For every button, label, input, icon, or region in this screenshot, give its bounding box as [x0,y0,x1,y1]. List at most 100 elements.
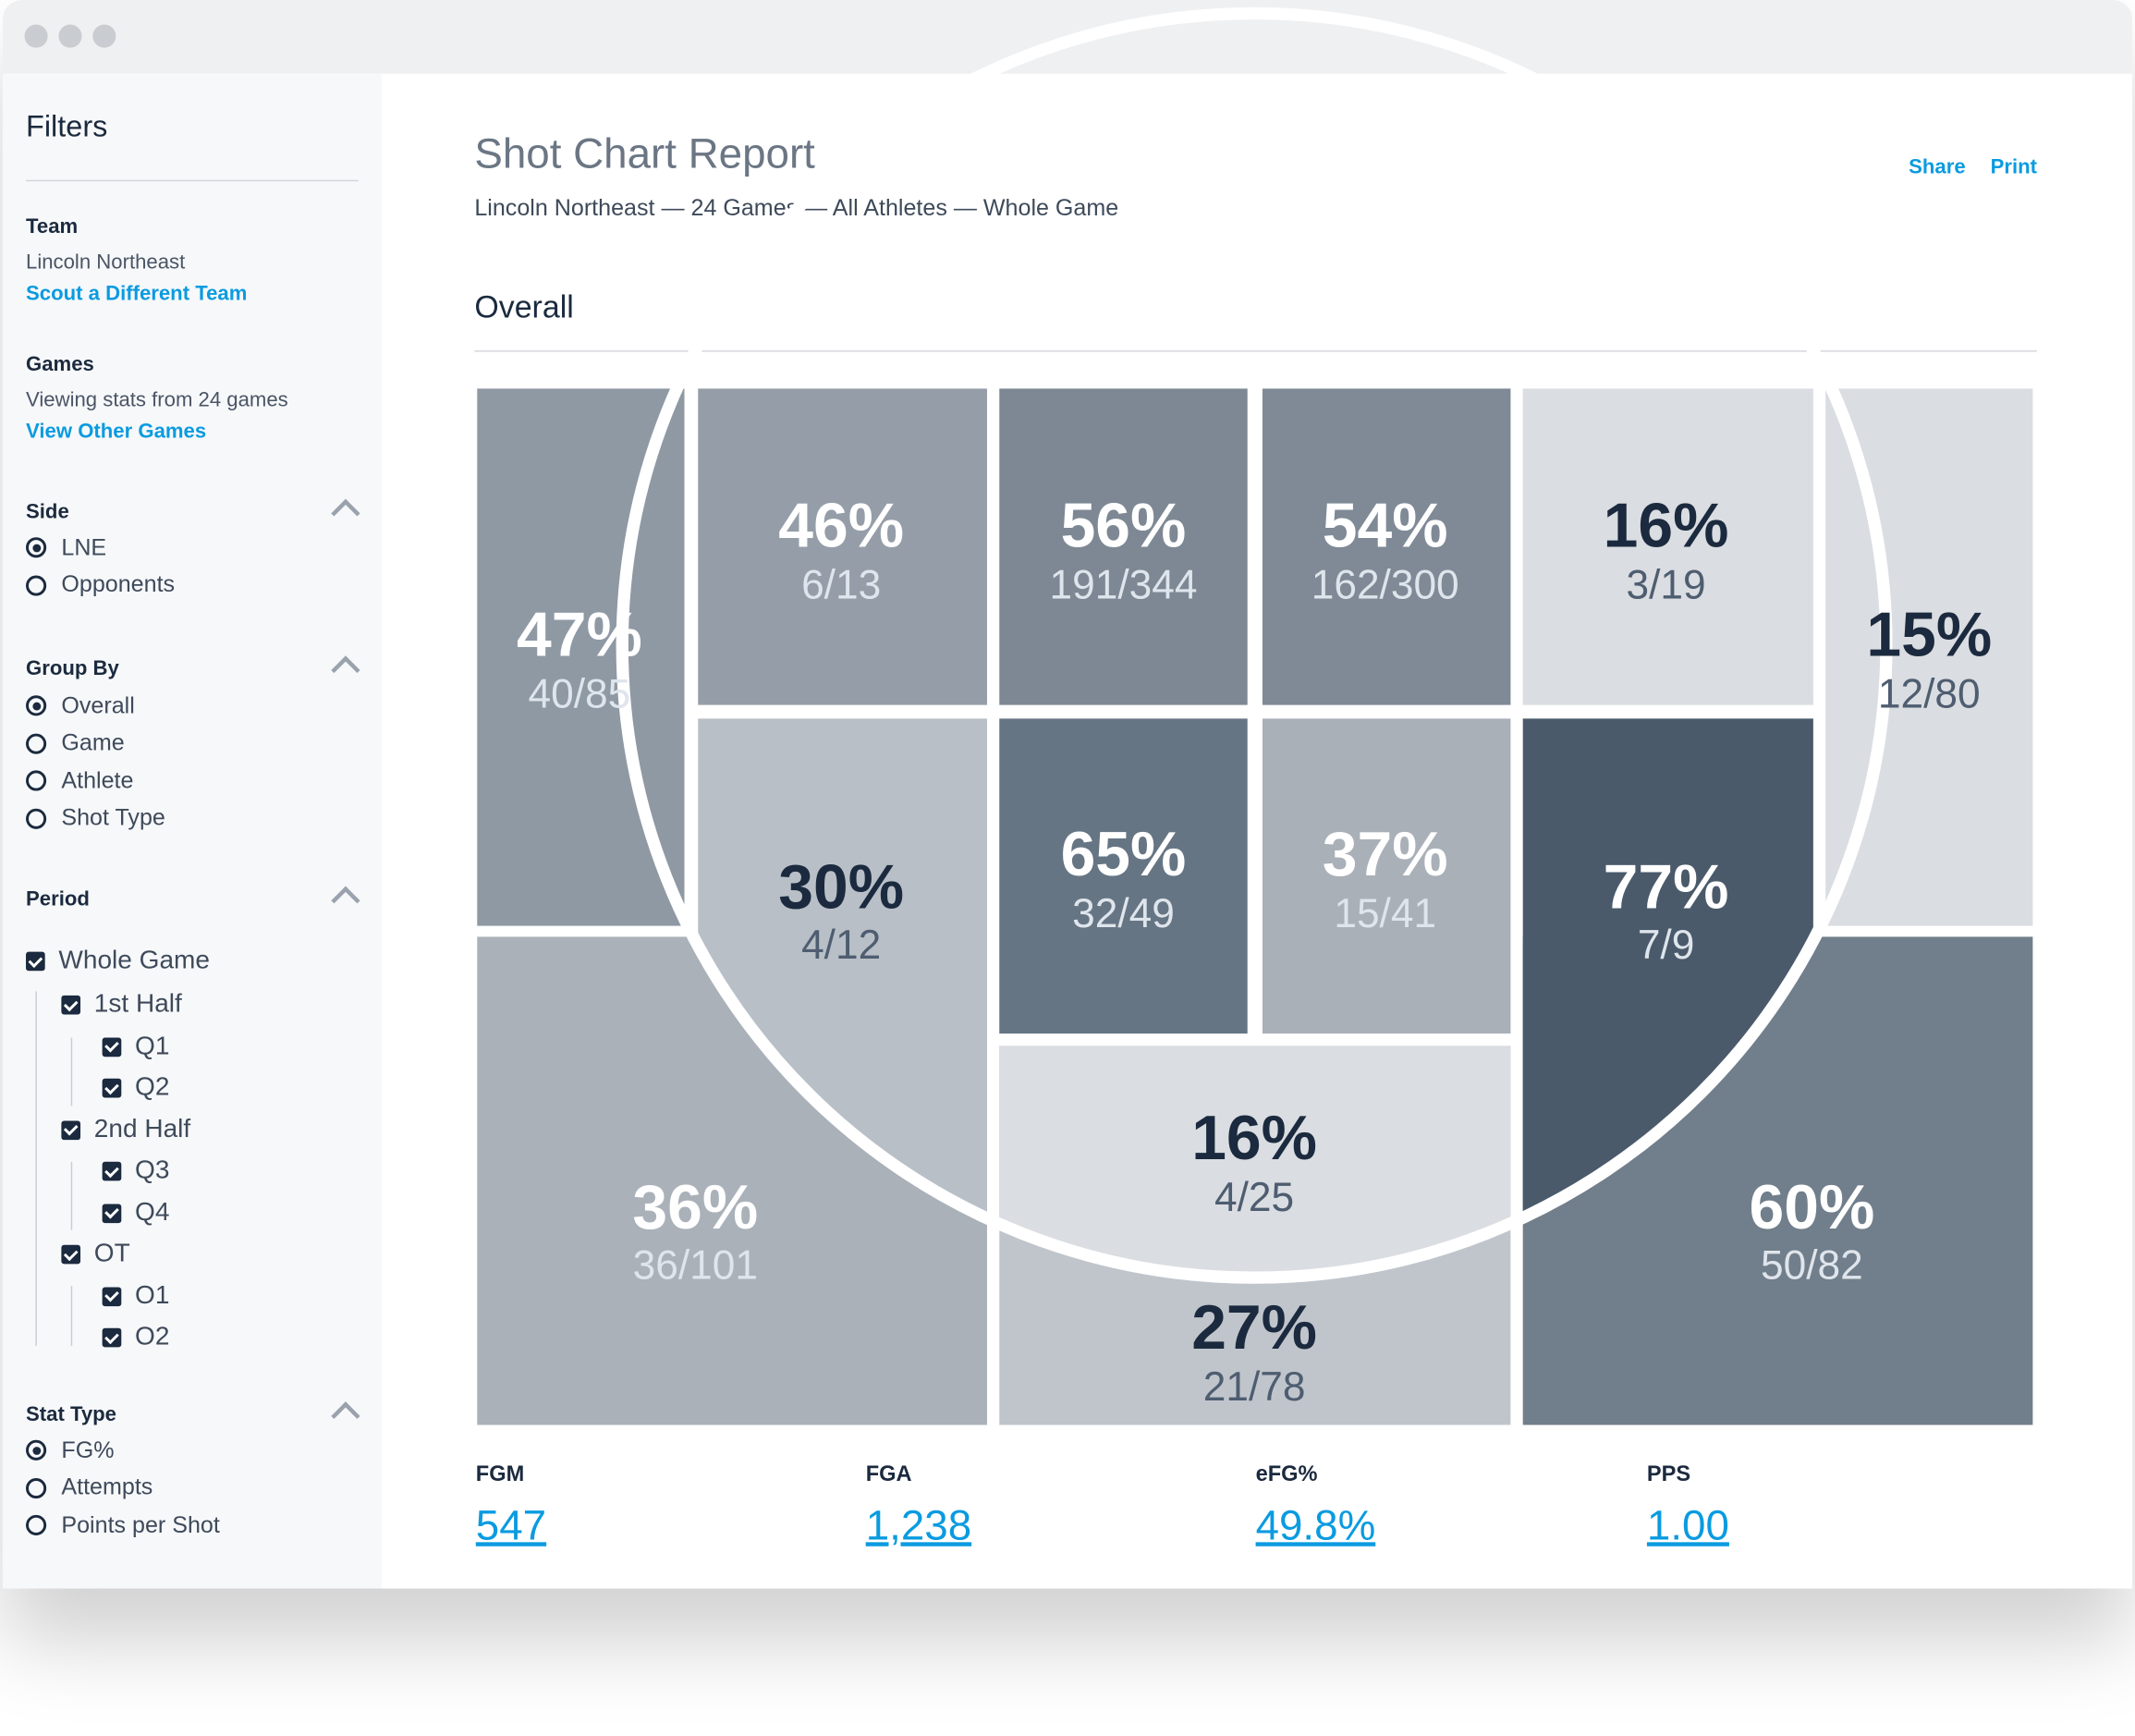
games-section: Games Viewing stats from 24 games View O… [26,353,359,443]
games-heading: Games [26,353,94,377]
side-option-opponents[interactable]: Opponents [26,567,359,605]
zone-fraction-label: 7/9 [1638,923,1695,968]
period-heading: Period [26,887,90,911]
stat-label: FGA [865,1462,912,1486]
stat-label: PPS [1646,1462,1691,1486]
zone-right-paint-top[interactable] [1262,388,1511,705]
period-q1[interactable]: Q1 [102,1026,335,1068]
option-label: O2 [135,1323,170,1352]
zone-left-wing-top[interactable] [698,388,987,705]
checkbox-checked-icon[interactable] [61,996,81,1015]
print-link[interactable]: Print [1990,155,2038,179]
period-whole-game[interactable]: Whole Game [26,938,210,984]
group-option-game[interactable]: Game [26,725,359,763]
zone-fraction-label: 36/101 [633,1243,758,1289]
radio-icon[interactable] [26,575,47,596]
option-label: OT [93,1240,130,1269]
share-link[interactable]: Share [1909,155,1966,179]
option-label: Q3 [135,1156,170,1186]
zone-left-paint-mid[interactable] [999,718,1248,1034]
stat-label: eFG% [1255,1462,1318,1486]
checkbox-checked-icon[interactable] [61,1120,81,1140]
radio-icon[interactable] [26,1477,47,1498]
radio-selected-icon[interactable] [26,1440,47,1461]
group-option-athlete[interactable]: Athlete [26,763,359,801]
tree-line [70,1037,73,1106]
radio-icon[interactable] [26,808,47,829]
zone-right-wing-top[interactable] [1522,388,1813,705]
zone-left-paint-top[interactable] [999,388,1248,705]
stat-option-attempts[interactable]: Attempts [26,1469,359,1507]
radio-selected-icon[interactable] [26,695,47,716]
radio-icon[interactable] [26,1515,47,1536]
zone-pct-label: 77% [1604,852,1729,922]
period-1st-half[interactable]: 1st Half [61,984,334,1026]
zone-pct-label: 56% [1061,492,1187,561]
checkbox-checked-icon[interactable] [102,1204,122,1223]
window-zoom-dot[interactable] [92,24,116,48]
zone-pct-label: 36% [632,1173,758,1242]
option-label: Shot Type [61,804,165,831]
group-option-overall[interactable]: Overall [26,687,359,725]
radio-icon[interactable] [26,770,47,791]
option-label: 1st Half [93,990,182,1020]
stat-value-link[interactable]: 1,238 [865,1501,972,1549]
stat-value-link[interactable]: 547 [475,1501,547,1549]
team-heading: Team [26,215,79,239]
zone-top-midrange[interactable] [999,1045,1511,1591]
period-2nd-half[interactable]: 2nd Half [61,1109,334,1151]
checkbox-checked-icon[interactable] [102,1037,122,1057]
checkbox-checked-icon[interactable] [102,1328,122,1348]
zone-right-paint-mid[interactable] [1262,718,1511,1034]
window-minimize-dot[interactable] [58,24,82,48]
team-section: Team Lincoln Northeast Scout a Different… [26,215,359,305]
side-section: Side LNE Opponents [26,498,360,605]
view-other-games-link[interactable]: View Other Games [26,420,207,444]
checkbox-checked-icon[interactable] [61,1245,81,1265]
checkbox-checked-icon[interactable] [102,1162,122,1181]
group-option-shot-type[interactable]: Shot Type [26,800,359,837]
zone-fraction-label: 4/25 [1214,1175,1294,1220]
scout-different-team-link[interactable]: Scout a Different Team [26,282,248,306]
zone-pct-label: 37% [1323,820,1448,889]
divider [26,179,359,182]
option-label: Whole Game [58,946,210,975]
stat-option-pps[interactable]: Points per Shot [26,1507,359,1545]
zone-pct-label: 16% [1604,492,1729,561]
group-by-section: Group By Overall Game Athlete Shot Type [26,655,360,837]
games-value: Viewing stats from 24 games [26,388,288,412]
stat-value-link[interactable]: 1.00 [1646,1501,1729,1549]
zone-pct-label: 30% [778,852,904,922]
radio-icon[interactable] [26,733,47,754]
section-title: Overall [474,288,574,325]
checkbox-checked-icon[interactable] [102,1079,122,1098]
period-q2[interactable]: Q2 [102,1068,335,1109]
period-o2[interactable]: O2 [102,1317,335,1359]
period-o1[interactable]: O1 [102,1276,335,1317]
stat-value-link[interactable]: 49.8% [1255,1501,1376,1549]
zone-pct-label: 16% [1191,1104,1317,1173]
stat-label: FGM [475,1462,525,1486]
option-label: O1 [135,1281,170,1311]
radio-selected-icon[interactable] [26,537,47,558]
option-label: Athlete [61,767,134,794]
period-q4[interactable]: Q4 [102,1192,335,1234]
period-q3[interactable]: Q3 [102,1151,335,1192]
side-option-lne[interactable]: LNE [26,529,359,567]
option-label: 2nd Half [93,1115,191,1144]
stat-option-fg[interactable]: FG% [26,1432,359,1470]
option-label: Points per Shot [61,1511,220,1538]
stat-fga: FGA 1,238 [866,1463,971,1550]
checkbox-checked-icon[interactable] [102,1287,122,1306]
zone-fraction-label: 15/41 [1334,891,1436,936]
zone-fraction-label: 40/85 [529,672,631,717]
option-label: LNE [61,533,107,560]
window-close-dot[interactable] [24,24,48,48]
period-ot[interactable]: OT [61,1234,334,1276]
option-label: FG% [61,1436,115,1463]
three-point-arc [616,6,1893,1284]
checkbox-checked-icon[interactable] [26,951,45,972]
filters-title: Filters [26,109,108,143]
filters-sidebar: Filters Team Lincoln Northeast Scout a D… [2,73,383,1589]
